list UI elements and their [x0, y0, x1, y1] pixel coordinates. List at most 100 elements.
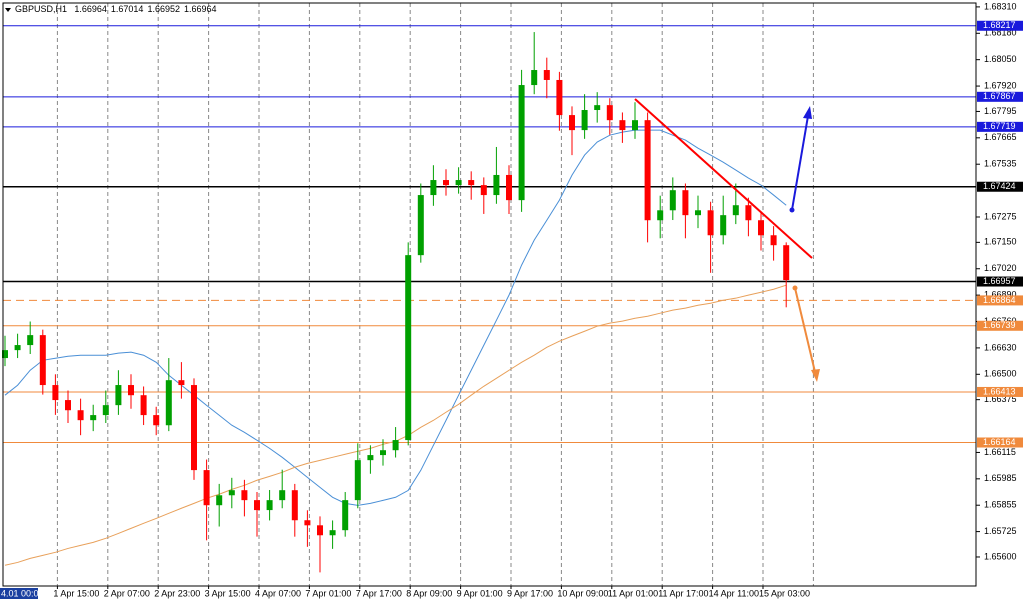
- candle-body: [745, 205, 752, 221]
- candle-body: [543, 70, 550, 80]
- y-tick-label: 1.68310: [984, 1, 1017, 11]
- x-tick-label: 11 Apr 17:00: [658, 588, 708, 598]
- y-tick-label: 1.67665: [984, 132, 1017, 142]
- candle-body: [569, 115, 575, 131]
- y-tick-label: 1.67150: [984, 237, 1017, 247]
- x-tick-label: 9 Apr 01:00: [457, 588, 503, 598]
- candle-body: [39, 335, 46, 386]
- y-tick-label: 1.66890: [984, 290, 1017, 300]
- candle-body: [304, 520, 311, 526]
- candle-body: [191, 385, 197, 471]
- candle-body: [455, 180, 462, 186]
- level-label-box: [977, 20, 1023, 31]
- x-tick-label: 10 Apr 09:00: [557, 588, 608, 598]
- level-label: 1.67719: [983, 121, 1016, 131]
- x-tick-label: 9 Apr 17:00: [507, 588, 553, 598]
- level-label-box: [977, 276, 1023, 287]
- x-tick-label: 2 Apr 07:00: [104, 588, 150, 598]
- header-value: 1.66952: [147, 4, 180, 14]
- y-tick-label: 1.65855: [984, 500, 1017, 510]
- candle-body: [279, 490, 286, 501]
- level-label-box: [977, 121, 1023, 132]
- y-tick-label: 1.67535: [984, 159, 1017, 169]
- candle-body: [556, 79, 563, 116]
- candle-body: [77, 410, 84, 421]
- header-value: 1.66964: [184, 4, 217, 14]
- header-value: 1.67014: [111, 4, 144, 14]
- candle-body: [102, 405, 109, 416]
- candle-body: [178, 380, 185, 386]
- x-tick-label: 1 Apr 15:00: [53, 588, 99, 598]
- candle-body: [165, 380, 172, 426]
- candle-body: [266, 500, 273, 511]
- level-label: 1.66164: [983, 437, 1016, 447]
- candle-body: [531, 70, 538, 86]
- candle-body: [405, 255, 412, 441]
- x-tick-label: 4 Apr 07:00: [255, 588, 301, 598]
- y-tick-label: 1.67920: [984, 80, 1017, 90]
- candle-body: [380, 450, 386, 456]
- candle-body: [682, 190, 689, 216]
- level-label: 1.67867: [983, 91, 1016, 101]
- candle-body: [342, 500, 349, 531]
- x-tick-label: 14 Apr 11:00: [709, 588, 759, 598]
- candle-body: [695, 210, 701, 216]
- candle-body: [14, 345, 21, 351]
- candle-body: [52, 385, 59, 401]
- x-tick-label: 4.01 00:00: [1, 588, 44, 598]
- x-tick-label: 15 Apr 03:00: [759, 588, 810, 598]
- candle-body: [254, 500, 260, 511]
- candle-body: [644, 120, 651, 221]
- up-arrow: [791, 115, 809, 211]
- candle-body: [417, 195, 424, 256]
- x-tick-label: 7 Apr 01:00: [305, 588, 351, 598]
- x-tick-label: 2 Apr 23:00: [154, 588, 200, 598]
- candle-body: [354, 460, 361, 501]
- y-tick-label: 1.66500: [984, 369, 1017, 379]
- y-tick-label: 1.67795: [984, 106, 1017, 116]
- level-label: 1.67424: [983, 181, 1016, 191]
- level-label-box: [977, 181, 1023, 192]
- level-label: 1.66864: [983, 295, 1016, 305]
- down-arrow: [794, 287, 816, 373]
- candle-body: [619, 120, 626, 131]
- candle-body: [430, 180, 437, 196]
- candle-body: [632, 120, 638, 131]
- candle-body: [732, 205, 739, 216]
- level-label: 1.66413: [983, 386, 1016, 396]
- menu-arrow[interactable]: [5, 8, 11, 12]
- x-tick-label: 11 Apr 01:00: [608, 588, 658, 598]
- candle-body: [770, 235, 777, 246]
- x-tick-label: 8 Apr 09:00: [406, 588, 452, 598]
- level-label-box: [977, 386, 1023, 397]
- y-tick-label: 1.68050: [984, 54, 1017, 64]
- y-tick-label: 1.65600: [984, 551, 1017, 561]
- candle-body: [317, 525, 323, 536]
- candle-body: [2, 350, 8, 359]
- y-tick-label: 1.68180: [984, 28, 1017, 38]
- candle-body: [707, 210, 714, 236]
- symbol: GBPUSD,H1: [15, 4, 67, 14]
- candle-body: [291, 490, 298, 521]
- candle-body: [594, 105, 601, 111]
- candle-body: [657, 210, 664, 221]
- down-arrow-head: [811, 369, 820, 382]
- candle-body: [65, 400, 71, 411]
- candle-body: [367, 455, 374, 461]
- level-label: 1.66957: [983, 276, 1016, 286]
- y-tick-label: 1.67020: [984, 263, 1017, 273]
- candle-body: [493, 174, 500, 196]
- candle-body: [669, 190, 676, 211]
- candle-body: [140, 395, 147, 416]
- plot: [2, 25, 976, 573]
- y-tick-label: 1.66375: [984, 394, 1017, 404]
- candle-body: [27, 335, 34, 346]
- candle-body: [443, 180, 449, 186]
- candle-body: [203, 470, 210, 506]
- down-arrow-dot: [792, 285, 798, 291]
- x-label-highlight: [0, 588, 38, 599]
